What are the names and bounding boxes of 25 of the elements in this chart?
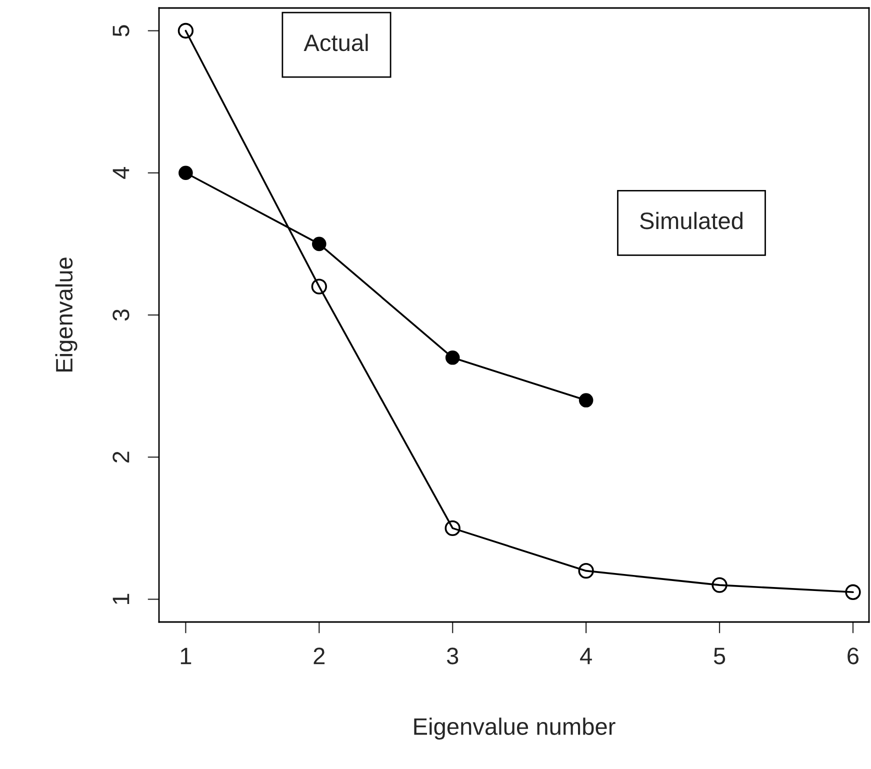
point [311,278,327,294]
y-tick-label: 5 [112,25,130,36]
point [178,166,193,180]
y-axis-title: Eigenvalue [55,258,78,372]
point [445,350,460,365]
x-axis-title: Eigenvalue number [414,718,616,740]
point [178,22,194,39]
y-tick-label: 2 [112,452,130,463]
text: Simulated [640,212,742,230]
x-tick-label: 2 [314,648,325,664]
x-tick-label: 5 [714,648,726,664]
point [444,520,460,536]
x-tick-label: 1 [180,648,192,664]
text: Actual [304,34,368,52]
x-tick-label: 3 [446,648,458,664]
x-tick-label: 6 [848,648,859,664]
y-tick-label: 3 [112,309,130,321]
point [578,562,594,579]
point [578,393,594,408]
point [312,236,326,252]
y-tick-label: 4 [112,166,130,179]
y-tick-label: 1 [112,594,130,604]
point [845,584,861,600]
x-tick-label: 4 [580,648,592,664]
point [712,577,728,593]
